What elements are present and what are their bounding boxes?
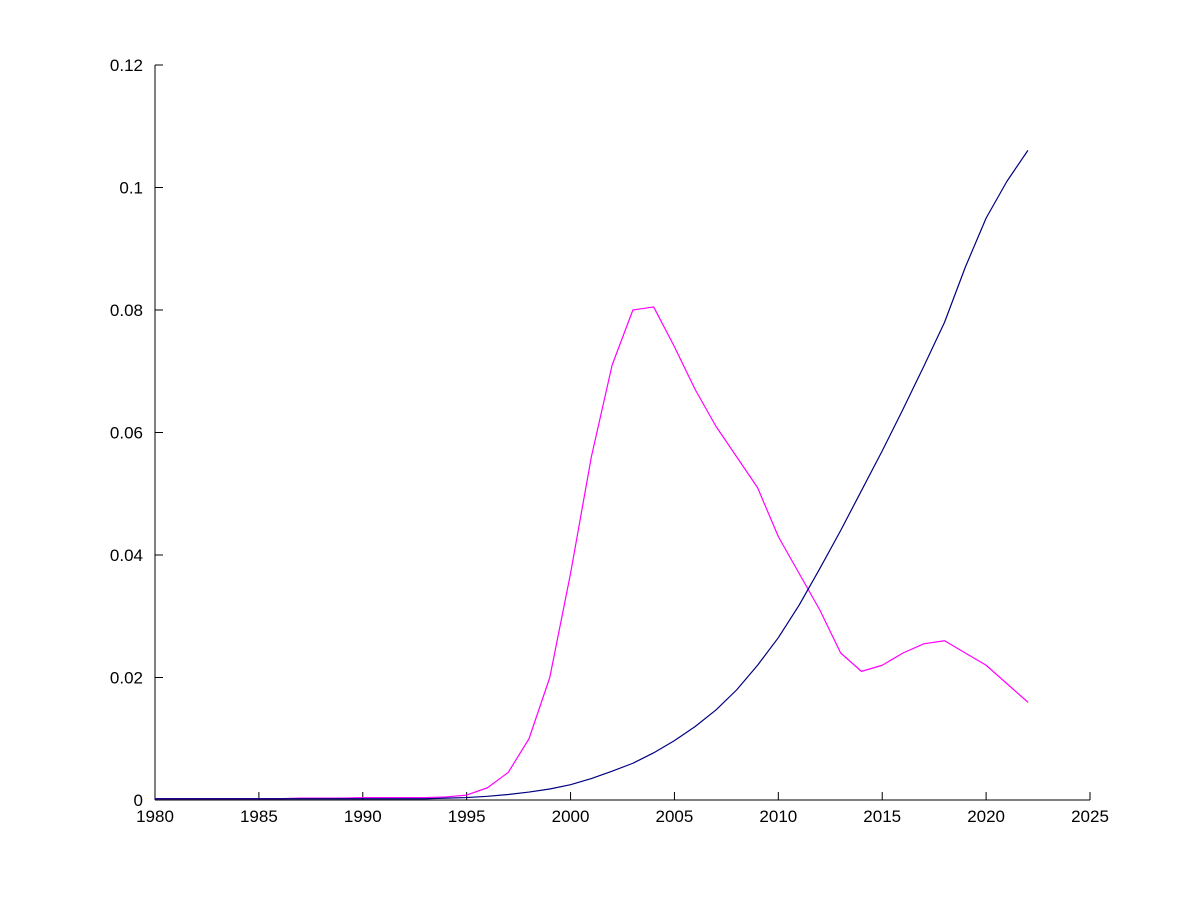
x-tick-label: 1990 <box>344 807 382 826</box>
x-tick-label: 2010 <box>759 807 797 826</box>
x-tick-label: 1980 <box>136 807 174 826</box>
magenta-series-line <box>154 306 1029 800</box>
x-tick-label: 1995 <box>448 807 486 826</box>
y-tick-label: 0.08 <box>110 301 143 320</box>
y-tick-label: 0.1 <box>119 179 143 198</box>
y-tick-label: 0.12 <box>110 56 143 75</box>
x-tick-label: 2015 <box>863 807 901 826</box>
y-tick-label: 0.02 <box>110 669 143 688</box>
x-tick-label: 2025 <box>1071 807 1109 826</box>
x-tick-label: 1985 <box>240 807 278 826</box>
y-tick-label: 0.04 <box>110 546 143 565</box>
x-tick-label: 2000 <box>552 807 590 826</box>
x-tick-label: 2005 <box>656 807 694 826</box>
x-tick-label: 2020 <box>967 807 1005 826</box>
y-tick-label: 0.06 <box>110 424 143 443</box>
navy-series-line <box>154 150 1029 800</box>
y-tick-label: 0 <box>134 791 143 810</box>
